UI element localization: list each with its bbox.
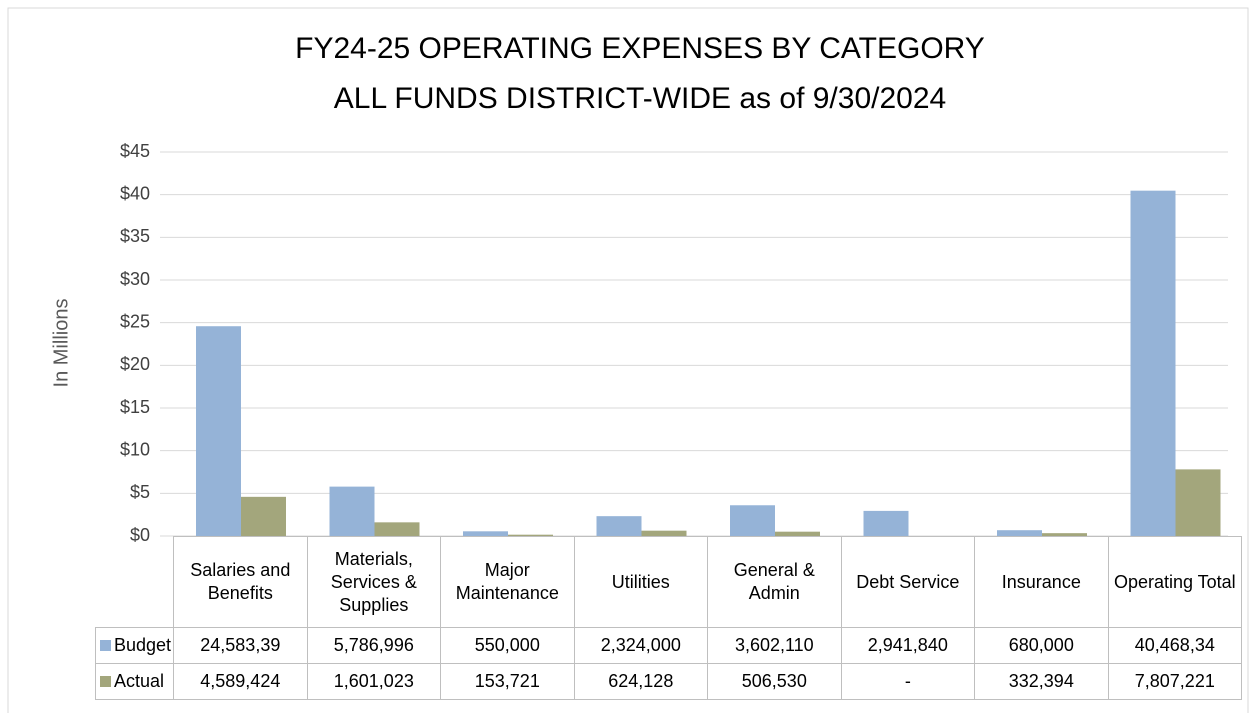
table-header-row: Salaries and Benefits Materials, Services… — [95, 536, 1243, 628]
y-tick-label: $10 — [120, 439, 150, 459]
data-table: Salaries and Benefits Materials, Services… — [94, 536, 1243, 700]
legend-key — [100, 640, 111, 651]
x-tick-label: Operating Total — [1107, 536, 1243, 628]
table-row: Actual 4,589,424 1,601,023 153,721 624,128 50… — [94, 663, 1243, 700]
value-label: - — [840, 663, 976, 700]
bar — [463, 531, 508, 536]
bar — [374, 522, 420, 536]
x-tick-label: Materials, Services & Supplies — [306, 536, 442, 628]
value-label: 5,786,996 — [306, 627, 442, 664]
value-label: 40,468,34 — [1107, 627, 1243, 664]
bar — [997, 530, 1042, 536]
y-tick-label: $40 — [120, 183, 150, 203]
y-tick-label: $30 — [120, 269, 150, 289]
x-tick-label: Major Maintenance — [440, 536, 575, 628]
x-tick-label: Insurance — [974, 536, 1109, 628]
x-tick-label: Salaries and Benefits — [173, 536, 308, 628]
x-tick-label: Debt Service — [840, 536, 976, 628]
bar — [1130, 190, 1176, 536]
value-label: 2,941,840 — [840, 627, 976, 664]
chart-title: FY24-25 OPERATING EXPENSES BY CATEGORY — [295, 32, 985, 65]
legend-entry: Budget — [94, 627, 175, 664]
x-tick-label: General & Admin — [707, 536, 842, 628]
bar — [508, 534, 553, 536]
y-tick-label: $45 — [120, 141, 150, 161]
bar — [241, 496, 286, 536]
value-label: 680,000 — [974, 627, 1109, 664]
value-label: 3,602,110 — [707, 627, 842, 664]
bar — [329, 486, 375, 536]
value-label: 1,601,023 — [306, 663, 442, 700]
y-tick-label: $15 — [120, 397, 150, 417]
x-tick-label: Utilities — [573, 536, 709, 628]
legend-entry: Actual — [94, 663, 175, 700]
value-label: 153,721 — [440, 663, 575, 700]
value-label: 332,394 — [974, 663, 1109, 700]
bar — [1042, 533, 1087, 536]
value-label: 550,000 — [440, 627, 575, 664]
value-label: 2,324,000 — [573, 627, 709, 664]
y-tick-label: $25 — [120, 311, 150, 331]
bar — [196, 326, 241, 536]
bar — [1175, 469, 1221, 536]
table-row: Budget 24,583,39 5,786,996 550,000 2,324,000… — [94, 627, 1243, 664]
value-label: 4,589,424 — [173, 663, 308, 700]
y-tick-label: $20 — [120, 354, 150, 374]
y-tick-label: $5 — [130, 482, 150, 502]
legend-label: Budget — [114, 635, 172, 655]
bar — [596, 516, 642, 536]
value-label: 7,807,221 — [1107, 663, 1243, 700]
value-label: 624,128 — [573, 663, 709, 700]
bar — [863, 510, 909, 536]
value-label: 24,583,39 — [173, 627, 308, 664]
y-axis-label: In Millions — [50, 299, 72, 388]
legend-label: Actual — [114, 671, 165, 691]
bar — [730, 505, 775, 536]
value-label: 506,530 — [707, 663, 842, 700]
y-tick-label: $35 — [120, 226, 150, 246]
chart-subtitle: ALL FUNDS DISTRICT-WIDE as of 9/30/2024 — [334, 82, 946, 115]
chart-frame — [7, 7, 1249, 713]
bar — [775, 531, 820, 536]
bar — [641, 530, 687, 536]
legend-key — [100, 676, 111, 687]
table-corner — [95, 536, 175, 628]
